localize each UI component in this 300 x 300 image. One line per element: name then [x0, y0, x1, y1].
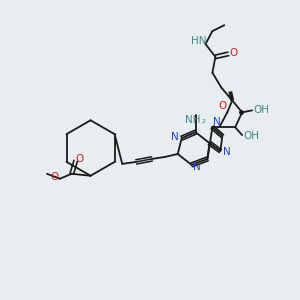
Text: HN: HN: [191, 36, 206, 46]
Text: O: O: [229, 48, 237, 58]
Text: N: N: [214, 117, 221, 127]
Text: N: N: [171, 132, 178, 142]
Text: N: N: [224, 147, 231, 157]
Text: OH: OH: [243, 131, 259, 141]
Text: O: O: [76, 154, 84, 164]
Text: NH: NH: [185, 115, 200, 125]
Text: O: O: [218, 101, 226, 111]
Text: ₂: ₂: [202, 115, 206, 125]
Text: O: O: [51, 172, 59, 182]
Text: OH: OH: [253, 105, 269, 116]
Text: N: N: [193, 162, 200, 172]
